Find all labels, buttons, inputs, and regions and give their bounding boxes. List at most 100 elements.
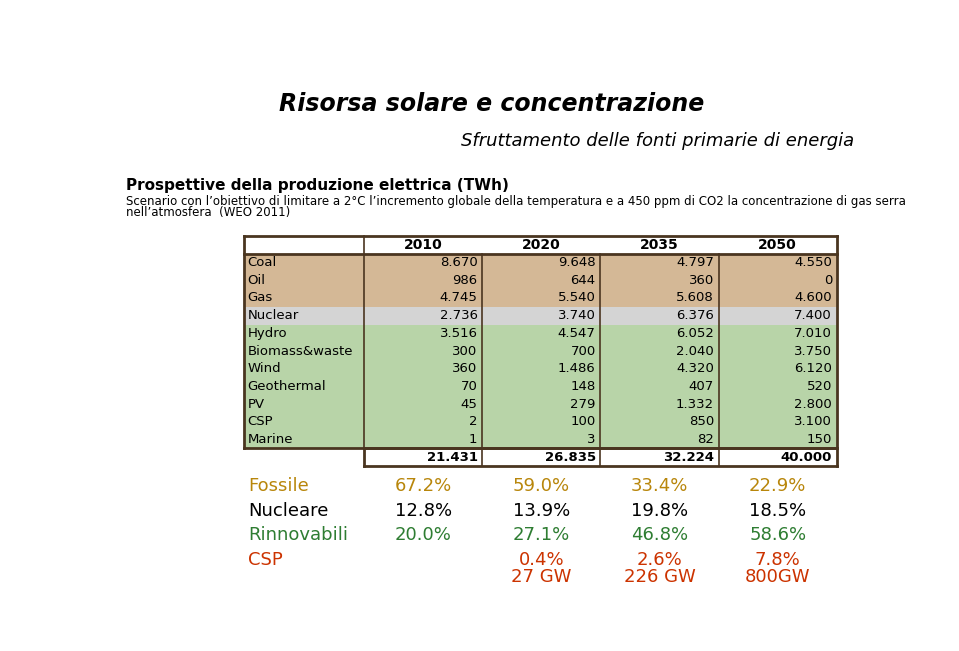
- Text: 18.5%: 18.5%: [749, 502, 807, 520]
- Text: Sfruttamento delle fonti primarie di energia: Sfruttamento delle fonti primarie di ene…: [460, 132, 854, 150]
- Text: Nuclear: Nuclear: [247, 309, 299, 322]
- Text: 70: 70: [460, 380, 478, 393]
- Text: 1.486: 1.486: [558, 363, 596, 375]
- Text: 13.9%: 13.9%: [513, 502, 570, 520]
- Text: 3.516: 3.516: [439, 327, 478, 340]
- Text: 4.600: 4.600: [794, 292, 832, 305]
- Bar: [244, 289, 837, 307]
- Text: 360: 360: [689, 273, 713, 286]
- Bar: [244, 342, 837, 360]
- Text: 5.540: 5.540: [558, 292, 596, 305]
- Text: 32.224: 32.224: [663, 451, 713, 464]
- Bar: [244, 431, 837, 449]
- Text: 20.0%: 20.0%: [395, 527, 452, 544]
- Text: 800GW: 800GW: [745, 568, 810, 587]
- Text: 300: 300: [453, 344, 478, 357]
- Text: Prospettive della produzione elettrica (TWh): Prospettive della produzione elettrica (…: [126, 178, 509, 193]
- Text: Rinnovabili: Rinnovabili: [247, 527, 348, 544]
- Bar: [244, 271, 837, 289]
- Text: 7.400: 7.400: [794, 309, 832, 322]
- Text: 2050: 2050: [759, 238, 797, 252]
- Text: 21.431: 21.431: [427, 451, 478, 464]
- Text: 4.797: 4.797: [676, 256, 713, 269]
- Text: 850: 850: [689, 415, 713, 428]
- Text: 7.8%: 7.8%: [755, 551, 801, 569]
- Text: Geothermal: Geothermal: [247, 380, 326, 393]
- Text: Wind: Wind: [247, 363, 281, 375]
- Text: 27 GW: 27 GW: [511, 568, 572, 587]
- Text: 2.040: 2.040: [676, 344, 713, 357]
- Text: 520: 520: [807, 380, 832, 393]
- Bar: [244, 360, 837, 378]
- Text: 67.2%: 67.2%: [394, 477, 452, 495]
- Text: 0.4%: 0.4%: [519, 551, 564, 569]
- Text: 40.000: 40.000: [781, 451, 832, 464]
- Text: 46.8%: 46.8%: [631, 527, 688, 544]
- Bar: [244, 395, 837, 413]
- Text: 4.547: 4.547: [558, 327, 596, 340]
- Text: 6.052: 6.052: [676, 327, 713, 340]
- Text: 2: 2: [469, 415, 478, 428]
- Bar: [244, 307, 837, 324]
- Text: 22.9%: 22.9%: [749, 477, 807, 495]
- Text: nell’atmosfera  (WEO 2011): nell’atmosfera (WEO 2011): [126, 206, 291, 219]
- Text: 407: 407: [689, 380, 713, 393]
- Bar: [244, 324, 837, 342]
- Text: 4.745: 4.745: [439, 292, 478, 305]
- Text: 2010: 2010: [404, 238, 442, 252]
- Text: 2.800: 2.800: [794, 398, 832, 411]
- Bar: [244, 254, 837, 271]
- Text: 9.648: 9.648: [558, 256, 596, 269]
- Text: CSP: CSP: [247, 415, 273, 428]
- Text: 6.120: 6.120: [794, 363, 832, 375]
- Text: 0: 0: [824, 273, 832, 286]
- Text: 100: 100: [571, 415, 596, 428]
- Text: Marine: Marine: [247, 433, 293, 446]
- Text: 2035: 2035: [640, 238, 679, 252]
- Text: 58.6%: 58.6%: [749, 527, 807, 544]
- Text: 45: 45: [460, 398, 478, 411]
- Text: 59.0%: 59.0%: [513, 477, 570, 495]
- Text: 986: 986: [453, 273, 478, 286]
- Text: 3.740: 3.740: [558, 309, 596, 322]
- Text: Coal: Coal: [247, 256, 277, 269]
- Text: Fossile: Fossile: [247, 477, 309, 495]
- Text: 4.550: 4.550: [794, 256, 832, 269]
- Text: 7.010: 7.010: [794, 327, 832, 340]
- Text: 3: 3: [587, 433, 596, 446]
- Text: 2020: 2020: [522, 238, 561, 252]
- Text: Hydro: Hydro: [247, 327, 288, 340]
- Text: 82: 82: [697, 433, 713, 446]
- Bar: [244, 413, 837, 431]
- Text: 150: 150: [807, 433, 832, 446]
- Text: 148: 148: [571, 380, 596, 393]
- Text: 279: 279: [571, 398, 596, 411]
- Text: Oil: Oil: [247, 273, 266, 286]
- Text: CSP: CSP: [247, 551, 283, 569]
- Text: 8.670: 8.670: [440, 256, 478, 269]
- Text: 33.4%: 33.4%: [631, 477, 689, 495]
- Text: 226 GW: 226 GW: [623, 568, 695, 587]
- Text: Gas: Gas: [247, 292, 273, 305]
- Text: 1.332: 1.332: [676, 398, 713, 411]
- Text: Biomass&waste: Biomass&waste: [247, 344, 353, 357]
- Text: Scenario con l’obiettivo di limitare a 2°C l’incremento globale della temperatur: Scenario con l’obiettivo di limitare a 2…: [126, 195, 906, 208]
- Text: 3.100: 3.100: [794, 415, 832, 428]
- Text: Risorsa solare e concentrazione: Risorsa solare e concentrazione: [279, 92, 704, 116]
- Text: 19.8%: 19.8%: [631, 502, 688, 520]
- Text: 700: 700: [571, 344, 596, 357]
- Text: 3.750: 3.750: [794, 344, 832, 357]
- Text: PV: PV: [247, 398, 265, 411]
- Text: 1: 1: [469, 433, 478, 446]
- Bar: [244, 378, 837, 395]
- Text: 2.736: 2.736: [439, 309, 478, 322]
- Text: 12.8%: 12.8%: [394, 502, 452, 520]
- Text: 644: 644: [571, 273, 596, 286]
- Text: 27.1%: 27.1%: [513, 527, 570, 544]
- Text: 2.6%: 2.6%: [637, 551, 683, 569]
- Text: Nucleare: Nucleare: [247, 502, 328, 520]
- Text: 5.608: 5.608: [676, 292, 713, 305]
- Text: 26.835: 26.835: [545, 451, 596, 464]
- Text: 6.376: 6.376: [676, 309, 713, 322]
- Text: 4.320: 4.320: [676, 363, 713, 375]
